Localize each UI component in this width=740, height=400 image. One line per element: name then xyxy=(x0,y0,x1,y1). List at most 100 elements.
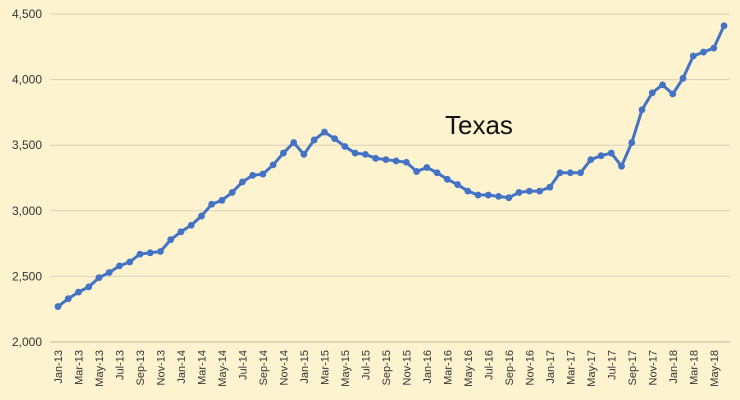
data-point xyxy=(321,128,328,136)
data-point xyxy=(310,136,318,144)
x-tick-label: May-16 xyxy=(463,350,475,387)
data-point xyxy=(689,52,697,60)
y-tick-label: 3,500 xyxy=(12,138,42,152)
x-tick-label: Mar-14 xyxy=(196,350,208,385)
data-point xyxy=(556,169,564,177)
data-point xyxy=(720,22,728,30)
data-point xyxy=(208,200,216,208)
x-tick-label: Nov-17 xyxy=(647,350,659,385)
x-tick-label: May-14 xyxy=(217,350,229,387)
data-point xyxy=(566,169,574,177)
x-tick-label: Jan-17 xyxy=(545,350,557,384)
x-axis: Jan-13 Mar-13 May-13 Jul-13 Sep-13 Nov-13 Jan-… xyxy=(50,341,730,387)
x-tick-label: Jul-13 xyxy=(114,350,126,380)
x-tick-label: Sep-15 xyxy=(381,350,393,385)
x-tick-label: Mar-17 xyxy=(565,350,577,385)
data-point xyxy=(423,164,431,171)
data-point xyxy=(618,162,625,170)
data-point xyxy=(464,187,472,195)
data-point xyxy=(239,178,246,186)
y-tick-label: 2,000 xyxy=(12,335,42,349)
data-point xyxy=(341,143,349,150)
x-tick-label: Mar-13 xyxy=(73,350,85,385)
data-point xyxy=(269,161,277,169)
data-point xyxy=(105,269,113,276)
data-point xyxy=(413,168,421,175)
data-point xyxy=(495,192,502,200)
x-tick-label: Sep-17 xyxy=(627,350,639,385)
y-tick-label: 4,500 xyxy=(12,7,42,21)
series-group xyxy=(54,22,728,310)
data-point xyxy=(280,149,287,157)
data-point xyxy=(75,288,82,296)
data-point xyxy=(536,187,543,195)
data-point xyxy=(577,169,584,177)
data-point xyxy=(146,249,154,257)
x-tick-label: Sep-16 xyxy=(504,350,516,385)
data-point xyxy=(218,196,226,204)
data-point xyxy=(638,106,646,114)
data-point xyxy=(126,258,134,266)
data-point xyxy=(382,156,390,164)
x-tick-label: Jan-15 xyxy=(299,350,311,384)
data-point xyxy=(433,169,441,177)
data-point xyxy=(351,149,359,157)
y-tick-label: 4,000 xyxy=(12,73,42,87)
x-tick-label: Jul-16 xyxy=(483,350,495,380)
data-point xyxy=(484,191,492,199)
data-point xyxy=(136,250,144,258)
x-tick-label: Jul-15 xyxy=(360,350,372,380)
data-point xyxy=(628,139,636,146)
data-point xyxy=(331,135,339,143)
x-tick-label: Jan-16 xyxy=(422,350,434,384)
x-tick-label: May-13 xyxy=(94,350,106,387)
x-tick-label: Nov-13 xyxy=(155,350,167,385)
data-point xyxy=(300,150,308,158)
data-point xyxy=(474,191,482,199)
x-tick-label: Jul-14 xyxy=(237,350,249,380)
y-axis: 2,000 2,500 3,000 3,500 4,000 4,500 xyxy=(12,7,42,349)
y-tick-label: 2,500 xyxy=(12,269,42,283)
x-tick-label: Nov-15 xyxy=(401,350,413,385)
data-point xyxy=(587,156,595,164)
data-point xyxy=(187,221,195,229)
data-point xyxy=(157,248,164,255)
data-point xyxy=(597,152,605,160)
data-point xyxy=(85,283,93,291)
data-point xyxy=(259,170,267,178)
data-point xyxy=(700,48,707,56)
data-point xyxy=(546,183,554,191)
x-tick-label: Mar-16 xyxy=(442,350,454,385)
y-tick-label: 3,000 xyxy=(12,204,42,218)
data-point xyxy=(249,171,257,179)
data-point xyxy=(505,194,513,202)
data-point xyxy=(167,236,175,244)
x-tick-label: Mar-18 xyxy=(688,350,700,385)
data-point xyxy=(659,81,666,89)
data-point xyxy=(372,154,380,162)
x-tick-label: Jul-17 xyxy=(606,350,618,380)
data-point xyxy=(116,262,123,270)
x-tick-label: May-17 xyxy=(586,350,598,387)
x-tick-label: Sep-13 xyxy=(135,350,147,385)
x-tick-label: May-18 xyxy=(709,350,721,387)
x-tick-label: Sep-14 xyxy=(258,350,270,385)
x-tick-label: Mar-15 xyxy=(319,350,331,385)
data-point xyxy=(361,150,369,158)
x-tick-label: Nov-14 xyxy=(278,350,290,385)
data-point xyxy=(392,157,400,165)
data-point xyxy=(710,44,718,52)
data-point xyxy=(515,189,523,196)
x-tick-label: Nov-16 xyxy=(524,350,536,385)
data-point xyxy=(525,187,533,195)
data-point xyxy=(648,89,656,97)
data-point xyxy=(95,274,103,282)
data-point xyxy=(454,181,461,188)
data-point xyxy=(290,139,298,146)
data-point xyxy=(228,189,236,196)
x-tick-label: May-15 xyxy=(340,350,352,387)
x-tick-label: Jan-18 xyxy=(668,350,680,384)
data-point xyxy=(679,74,687,82)
